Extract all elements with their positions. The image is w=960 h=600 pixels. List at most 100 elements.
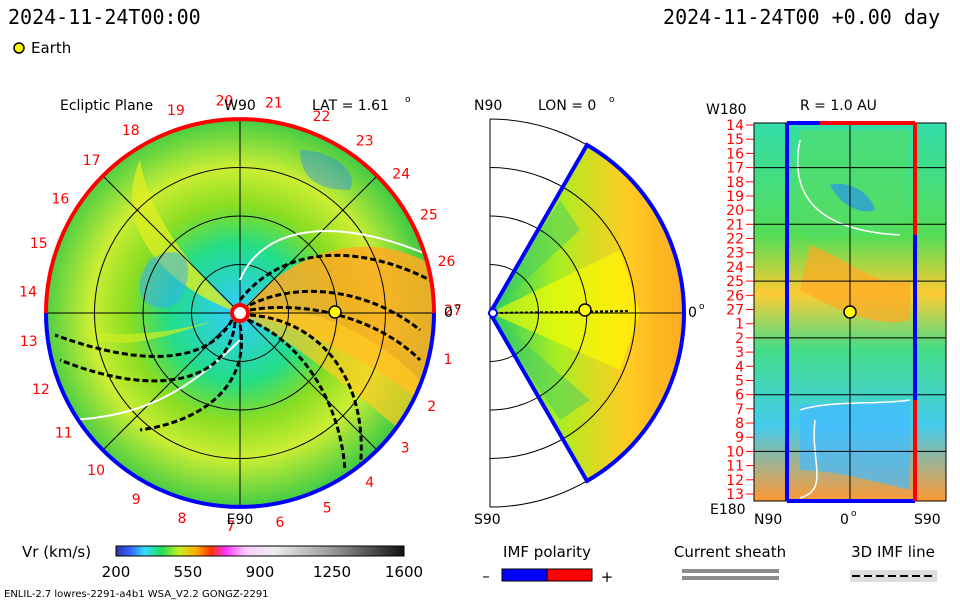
radial-bottom-label-0: 0 bbox=[840, 512, 849, 528]
radial-tick-label: 15 bbox=[726, 132, 744, 148]
imf-polarity-plus: + bbox=[601, 568, 614, 586]
meridional-top-label: N90 bbox=[474, 98, 502, 114]
radial-tick-label: 3 bbox=[735, 345, 744, 361]
carrington-tick-label: 26 bbox=[438, 254, 456, 270]
radial-tick-label: 23 bbox=[726, 246, 744, 262]
ecliptic-zero-label: 0 bbox=[444, 305, 453, 321]
carrington-tick-label: 24 bbox=[392, 167, 410, 183]
radial-r-label: R = 1.0 AU bbox=[800, 98, 877, 114]
earth-marker-icon bbox=[843, 305, 857, 319]
radial-tick-label: 11 bbox=[726, 459, 744, 475]
radial-tick-label: 24 bbox=[726, 260, 744, 276]
meridional-zero-label: 0 bbox=[688, 305, 697, 321]
carrington-tick-label: 12 bbox=[32, 382, 50, 398]
ecliptic-polarity-ring-negative bbox=[44, 312, 436, 509]
radial-tick-label: 7 bbox=[735, 402, 744, 418]
degree-symbol: o bbox=[699, 302, 705, 312]
carrington-tick-label: 27 bbox=[444, 303, 462, 319]
radial-tick-label: 25 bbox=[726, 274, 744, 290]
imf-polarity-minus: – bbox=[482, 567, 490, 585]
colorbar-tick-label: 550 bbox=[174, 563, 203, 581]
earth-marker-icon bbox=[328, 305, 342, 319]
carrington-tick-label: 5 bbox=[323, 500, 332, 516]
radial-tick-label: 5 bbox=[735, 374, 744, 390]
radial-contour-line bbox=[799, 399, 911, 499]
radial-tick-label: 22 bbox=[726, 232, 744, 248]
degree-symbol: o bbox=[851, 509, 857, 519]
carrington-tick-label: 6 bbox=[276, 515, 285, 531]
radial-tick-label: 10 bbox=[726, 444, 744, 460]
carrington-tick-label: 23 bbox=[356, 133, 374, 149]
earth-legend-marker-icon bbox=[13, 42, 25, 54]
ecliptic-title: Ecliptic Plane bbox=[60, 98, 153, 114]
radial-tick-label: 6 bbox=[735, 388, 744, 404]
carrington-tick-label: 16 bbox=[51, 192, 69, 208]
carrington-tick-label: 17 bbox=[83, 153, 101, 169]
radial-tick-label: 8 bbox=[735, 416, 744, 432]
timestamp-right: 2024-11-24T00 +0.00 day bbox=[663, 5, 940, 29]
footer-run-info: ENLIL-2.7 lowres-2291-a4b1 WSA_V2.2 GONG… bbox=[4, 589, 269, 600]
meridional-lon-label: LON = 0 bbox=[538, 98, 596, 114]
radial-contour-line bbox=[796, 139, 901, 236]
radial-tick-label: 17 bbox=[726, 161, 744, 177]
meridional-polarity-edge bbox=[487, 142, 686, 484]
ecliptic-bottom-label: E90 bbox=[227, 512, 254, 528]
radial-tick-label: 12 bbox=[726, 473, 744, 489]
carrington-tick-label: 22 bbox=[313, 109, 331, 125]
radial-bottom-label-n90: N90 bbox=[754, 512, 782, 528]
radial-bottom-left-label: E180 bbox=[710, 502, 746, 518]
ecliptic-top-label: W90 bbox=[224, 98, 256, 114]
carrington-tick-label: 21 bbox=[265, 96, 283, 112]
imf-polarity-legend: IMF polarity – + bbox=[482, 543, 613, 586]
colorbar-gradient bbox=[115, 545, 405, 557]
carrington-tick-label: 1 bbox=[444, 352, 453, 368]
radial-y-ticks: 1415161718192021222324252627123456789101… bbox=[726, 118, 754, 503]
degree-symbol: o bbox=[455, 302, 461, 312]
current-sheath-swatch bbox=[682, 569, 779, 573]
earth-legend-label: Earth bbox=[31, 39, 71, 57]
carrington-tick-label: 10 bbox=[87, 463, 105, 479]
carrington-tick-label: 11 bbox=[55, 426, 73, 442]
radial-tick-label: 1 bbox=[735, 317, 744, 333]
imf-polarity-title: IMF polarity bbox=[503, 543, 591, 561]
radial-tick-label: 19 bbox=[726, 189, 744, 205]
carrington-tick-label: 8 bbox=[177, 511, 186, 527]
imf-polarity-negative-swatch bbox=[501, 568, 548, 582]
carrington-tick-label: 18 bbox=[122, 123, 140, 139]
colorbar-tick-label: 1600 bbox=[385, 563, 423, 581]
current-sheath-swatch bbox=[682, 576, 779, 580]
carrington-tick-label: 25 bbox=[420, 208, 438, 224]
radial-tick-label: 16 bbox=[726, 146, 744, 162]
radial-tick-label: 4 bbox=[735, 359, 744, 375]
carrington-tick-label: 9 bbox=[132, 492, 141, 508]
carrington-tick-label: 19 bbox=[167, 103, 185, 119]
colorbar-ticks: 200 550 900 1250 1600 bbox=[102, 563, 423, 581]
degree-symbol: o bbox=[405, 95, 411, 105]
ecliptic-field-features bbox=[80, 150, 434, 430]
current-sheath-legend: Current sheath bbox=[674, 543, 786, 580]
radial-tick-label: 18 bbox=[726, 175, 744, 191]
imf-line-title: 3D IMF line bbox=[851, 543, 935, 561]
timestamp-left: 2024-11-24T00:00 bbox=[8, 5, 201, 29]
carrington-tick-label: 14 bbox=[19, 284, 37, 300]
carrington-tick-label: 20 bbox=[216, 94, 234, 110]
radial-tick-label: 2 bbox=[735, 331, 744, 347]
radial-tick-label: 9 bbox=[735, 430, 744, 446]
carrington-tick-label: 13 bbox=[20, 334, 38, 350]
radial-top-left-label: W180 bbox=[706, 102, 747, 118]
radial-tick-label: 13 bbox=[726, 487, 744, 503]
colorbar-tick-label: 1250 bbox=[313, 563, 351, 581]
radial-tick-label: 14 bbox=[726, 118, 744, 134]
ecliptic-lat-label: LAT = 1.61 bbox=[312, 98, 389, 114]
radial-tick-label: 26 bbox=[726, 288, 744, 304]
carrington-tick-label: 15 bbox=[30, 236, 48, 252]
imf-polarity-positive-swatch bbox=[546, 568, 593, 582]
meridional-imf-line bbox=[489, 310, 631, 314]
colorbar-tick-label: 900 bbox=[246, 563, 275, 581]
ecliptic-current-sheath bbox=[54, 253, 431, 471]
meridional-panel: N90 S90 0 o LON = 0 o bbox=[474, 95, 705, 528]
radial-bottom-label-s90: S90 bbox=[914, 512, 941, 528]
